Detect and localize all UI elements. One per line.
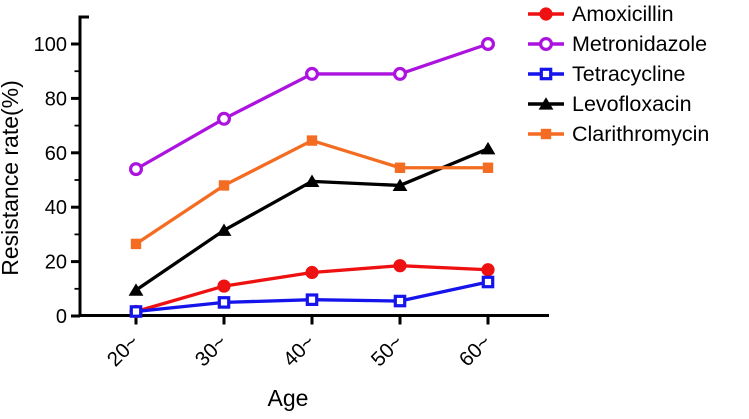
legend-item-label: Levofloxacin [572,91,692,116]
x-tick-label: 30~ [191,330,232,371]
data-point-marker [540,128,552,140]
data-point-marker [481,36,496,51]
y-tick-label: 20 [45,252,67,274]
circle-open-legend-marker-icon [528,36,564,52]
legend-item-tetracycline: Tetracycline [527,59,709,89]
y-axis-title: Resistance rate(%) [0,80,23,276]
data-point-marker [393,294,407,308]
legend-item-levofloxacin: Levofloxacin [527,89,709,119]
data-point-marker [481,275,495,289]
data-point-marker [129,305,143,318]
data-point-marker [480,141,496,155]
data-point-marker [394,162,406,173]
legend-item-label: Clarithromycin [572,121,710,146]
legend-item-label: Amoxicillin [572,1,674,26]
data-point-marker [304,174,320,187]
legend-item-clarithromycin: Clarithromycin [527,119,709,149]
data-point-marker [217,279,231,293]
data-point-marker [305,293,319,306]
data-point-marker [539,67,553,81]
series-line-clarithromycin [135,138,488,246]
x-tick-label: 60~ [455,330,496,371]
y-tick-label: 100 [34,34,67,56]
y-tick-label: 60 [45,143,67,165]
data-point-marker [216,223,232,236]
square-open-legend-marker-icon [528,67,564,81]
triangle-filled-legend-marker-icon [528,97,564,110]
data-point-marker [481,263,495,277]
data-point-marker [305,265,319,280]
data-point-marker [392,178,408,192]
data-point-marker [393,66,408,81]
legend-item-amoxicillin: Amoxicillin [527,0,709,29]
x-tick-label: 50~ [367,330,408,371]
data-point-marker [130,238,142,250]
square-filled-legend-marker-icon [528,128,564,140]
data-point-marker [306,135,318,146]
x-tick-label: 20~ [103,330,144,371]
legend: Amoxicillin Metronidazole Tetracycline Levo… [527,0,709,149]
axes [78,15,549,317]
data-point-marker [393,259,407,273]
x-tick-label: 40~ [279,330,320,371]
legend-item-label: Tetracycline [572,61,686,86]
data-point-marker [217,296,231,309]
legend-item-metronidazole: Metronidazole [527,29,709,59]
series-line-metronidazole [135,42,489,171]
data-point-marker [129,162,144,177]
data-point-marker [305,66,320,81]
data-point-marker [539,7,553,21]
y-tick-label: 0 [56,306,67,328]
legend-item-label: Metronidazole [572,31,708,56]
data-point-marker [218,180,230,191]
data-point-marker [217,111,232,126]
data-point-marker [128,283,144,296]
circle-filled-legend-marker-icon [528,7,564,21]
y-tick-label: 40 [45,197,67,219]
data-point-marker [482,162,494,173]
data-point-marker [539,36,554,52]
data-point-marker [538,97,554,110]
y-tick-label: 80 [45,88,67,110]
x-axis-title: Age [268,385,309,411]
